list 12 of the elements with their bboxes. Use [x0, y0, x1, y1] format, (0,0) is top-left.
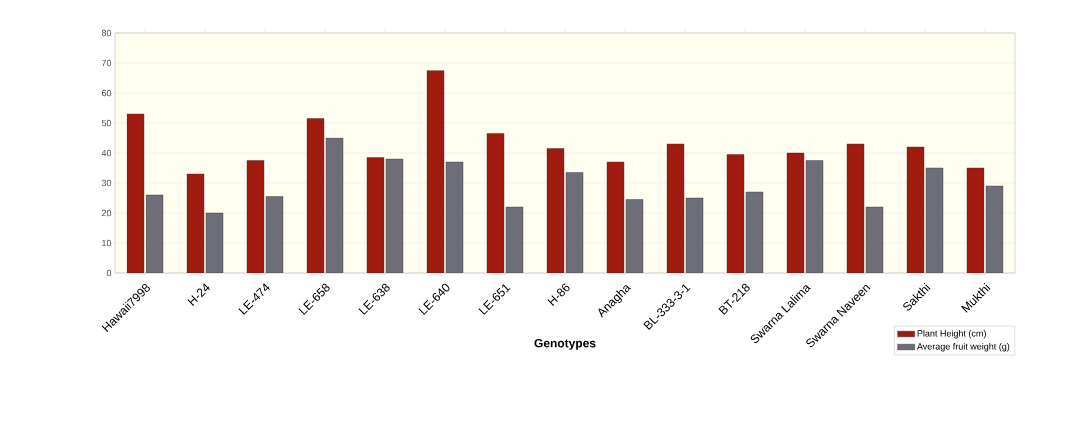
y-tick-label: 60	[101, 89, 112, 97]
y-tick-label: 20	[101, 209, 112, 217]
y-tick-label: 30	[101, 179, 112, 187]
y-tick-label: 40	[101, 149, 112, 157]
y-tick-label: 50	[101, 119, 112, 127]
x-axis-title: Genotypes	[534, 338, 596, 350]
y-tick-label: 10	[102, 239, 112, 247]
y-tick-label: 0	[106, 269, 112, 277]
legend-label: Plant Height (cm)	[917, 330, 986, 339]
y-tick-label: 80	[101, 29, 112, 37]
legend-label: Average fruit weight (g)	[916, 343, 1010, 352]
y-tick-label: 70	[101, 59, 112, 67]
